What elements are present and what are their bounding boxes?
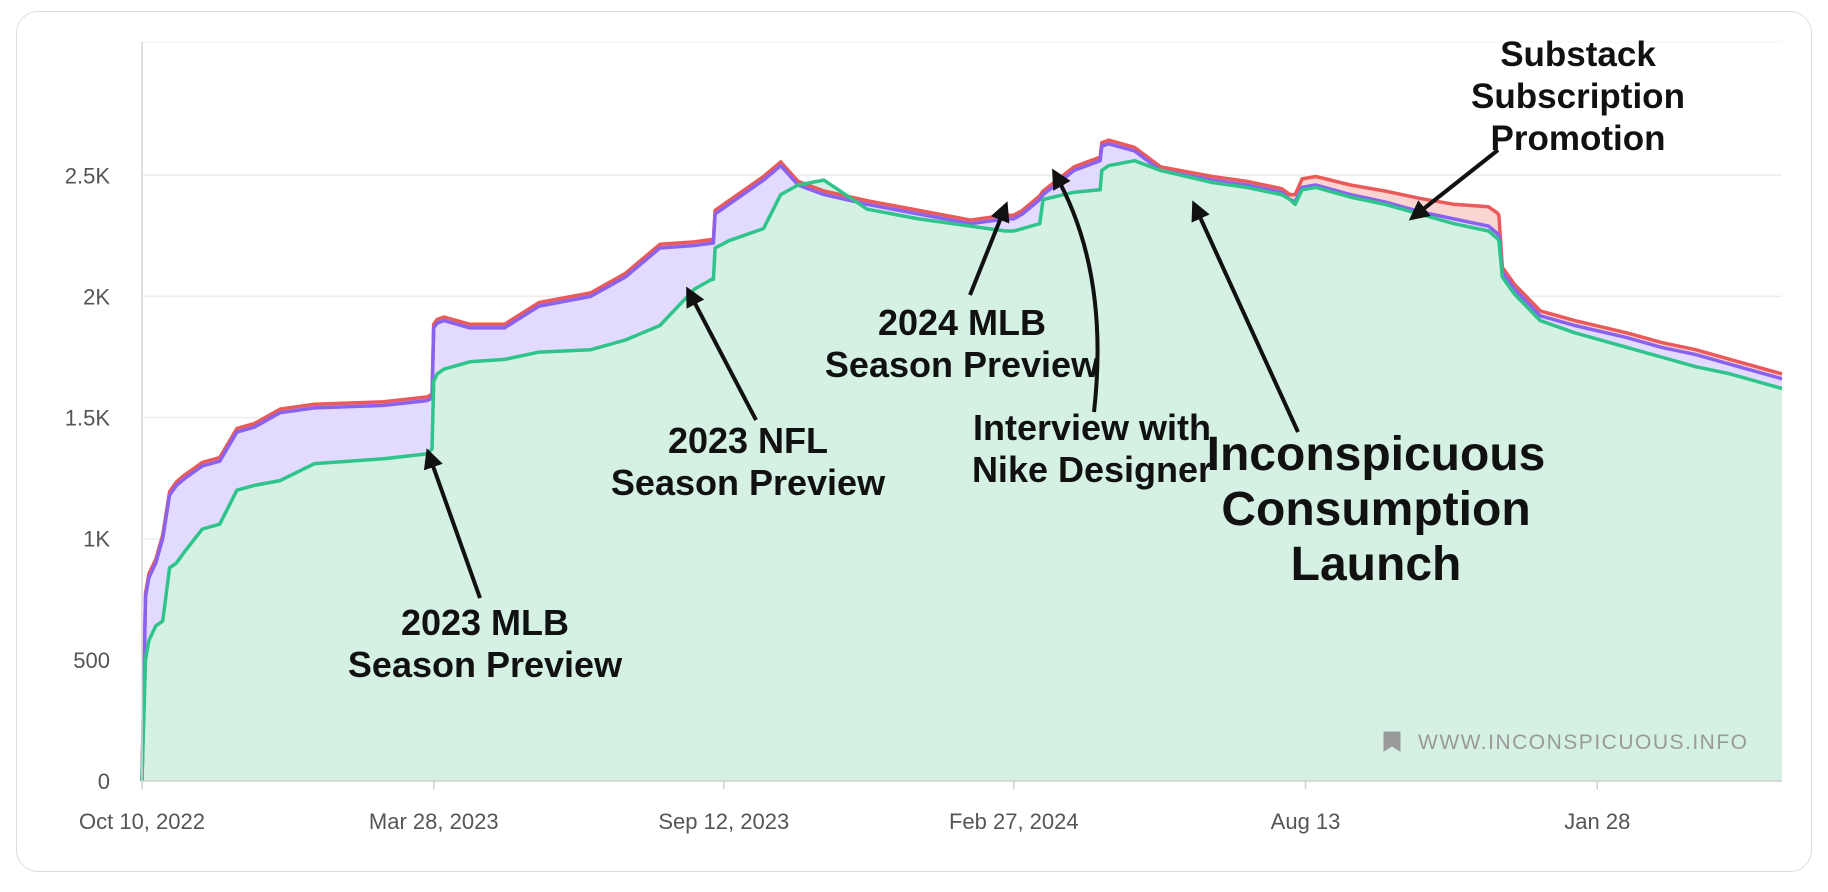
annotation-label: Interview with Nike Designer — [972, 407, 1212, 490]
annotation-label: Inconspicuous Consumption Launch — [1207, 428, 1546, 591]
red-series-line — [140, 138, 1783, 782]
x-tick-label: Feb 27, 2024 — [949, 809, 1079, 834]
annotation-line: Season Preview — [611, 462, 886, 503]
green-series-area — [142, 160, 1782, 781]
annotation-arrow — [1052, 168, 1100, 413]
annotation-arrow — [686, 286, 758, 421]
y-tick-label: 1K — [83, 527, 110, 552]
annotation-arrow — [1408, 148, 1500, 221]
x-tick-label: Mar 28, 2023 — [369, 809, 499, 834]
x-tick-label: Jan 28 — [1564, 809, 1630, 834]
annotation-line: Substack — [1500, 35, 1656, 74]
annotation-line: 2024 MLB — [878, 302, 1046, 343]
y-tick-label: 2K — [83, 284, 110, 309]
y-tick-label: 0 — [98, 769, 110, 794]
x-tick-label: Sep 12, 2023 — [658, 809, 789, 834]
annotation-label: Substack Subscription Promotion — [1471, 35, 1685, 158]
annotation-line: Interview with — [973, 407, 1211, 448]
y-tick-label: 2.5K — [65, 163, 111, 188]
annotation-line: Nike Designer — [972, 449, 1212, 490]
annotation-label: 2023 MLB Season Preview — [348, 602, 623, 685]
y-tick-label: 1.5K — [65, 406, 111, 431]
purple-series-line — [140, 142, 1783, 782]
annotation-line: 2023 NFL — [668, 420, 828, 461]
annotation-line: Promotion — [1491, 119, 1666, 158]
annotation-line: Season Preview — [825, 344, 1100, 385]
annotation-label: 2023 NFL Season Preview — [611, 420, 886, 503]
annotation-arrow — [423, 448, 482, 599]
annotation-line: Consumption — [1221, 483, 1530, 536]
y-tick-label: 500 — [73, 648, 110, 673]
annotation-line: Season Preview — [348, 644, 623, 685]
annotation-line: Subscription — [1471, 77, 1685, 116]
watermark: WWW.INCONSPICUOUS.INFO — [1383, 731, 1749, 754]
annotation-arrow — [968, 201, 1010, 296]
annotation-arrow — [1191, 200, 1300, 433]
annotation-line: Launch — [1291, 538, 1462, 591]
watermark-text: WWW.INCONSPICUOUS.INFO — [1418, 731, 1749, 754]
annotation-line: Inconspicuous — [1207, 428, 1546, 481]
annotation-label: 2024 MLB Season Preview — [825, 302, 1100, 385]
green-series-line — [140, 158, 1783, 782]
bookmark-icon — [1383, 731, 1401, 752]
x-tick-label: Oct 10, 2022 — [79, 809, 205, 834]
annotation-line: 2023 MLB — [401, 602, 569, 643]
x-tick-label: Aug 13 — [1271, 809, 1341, 834]
